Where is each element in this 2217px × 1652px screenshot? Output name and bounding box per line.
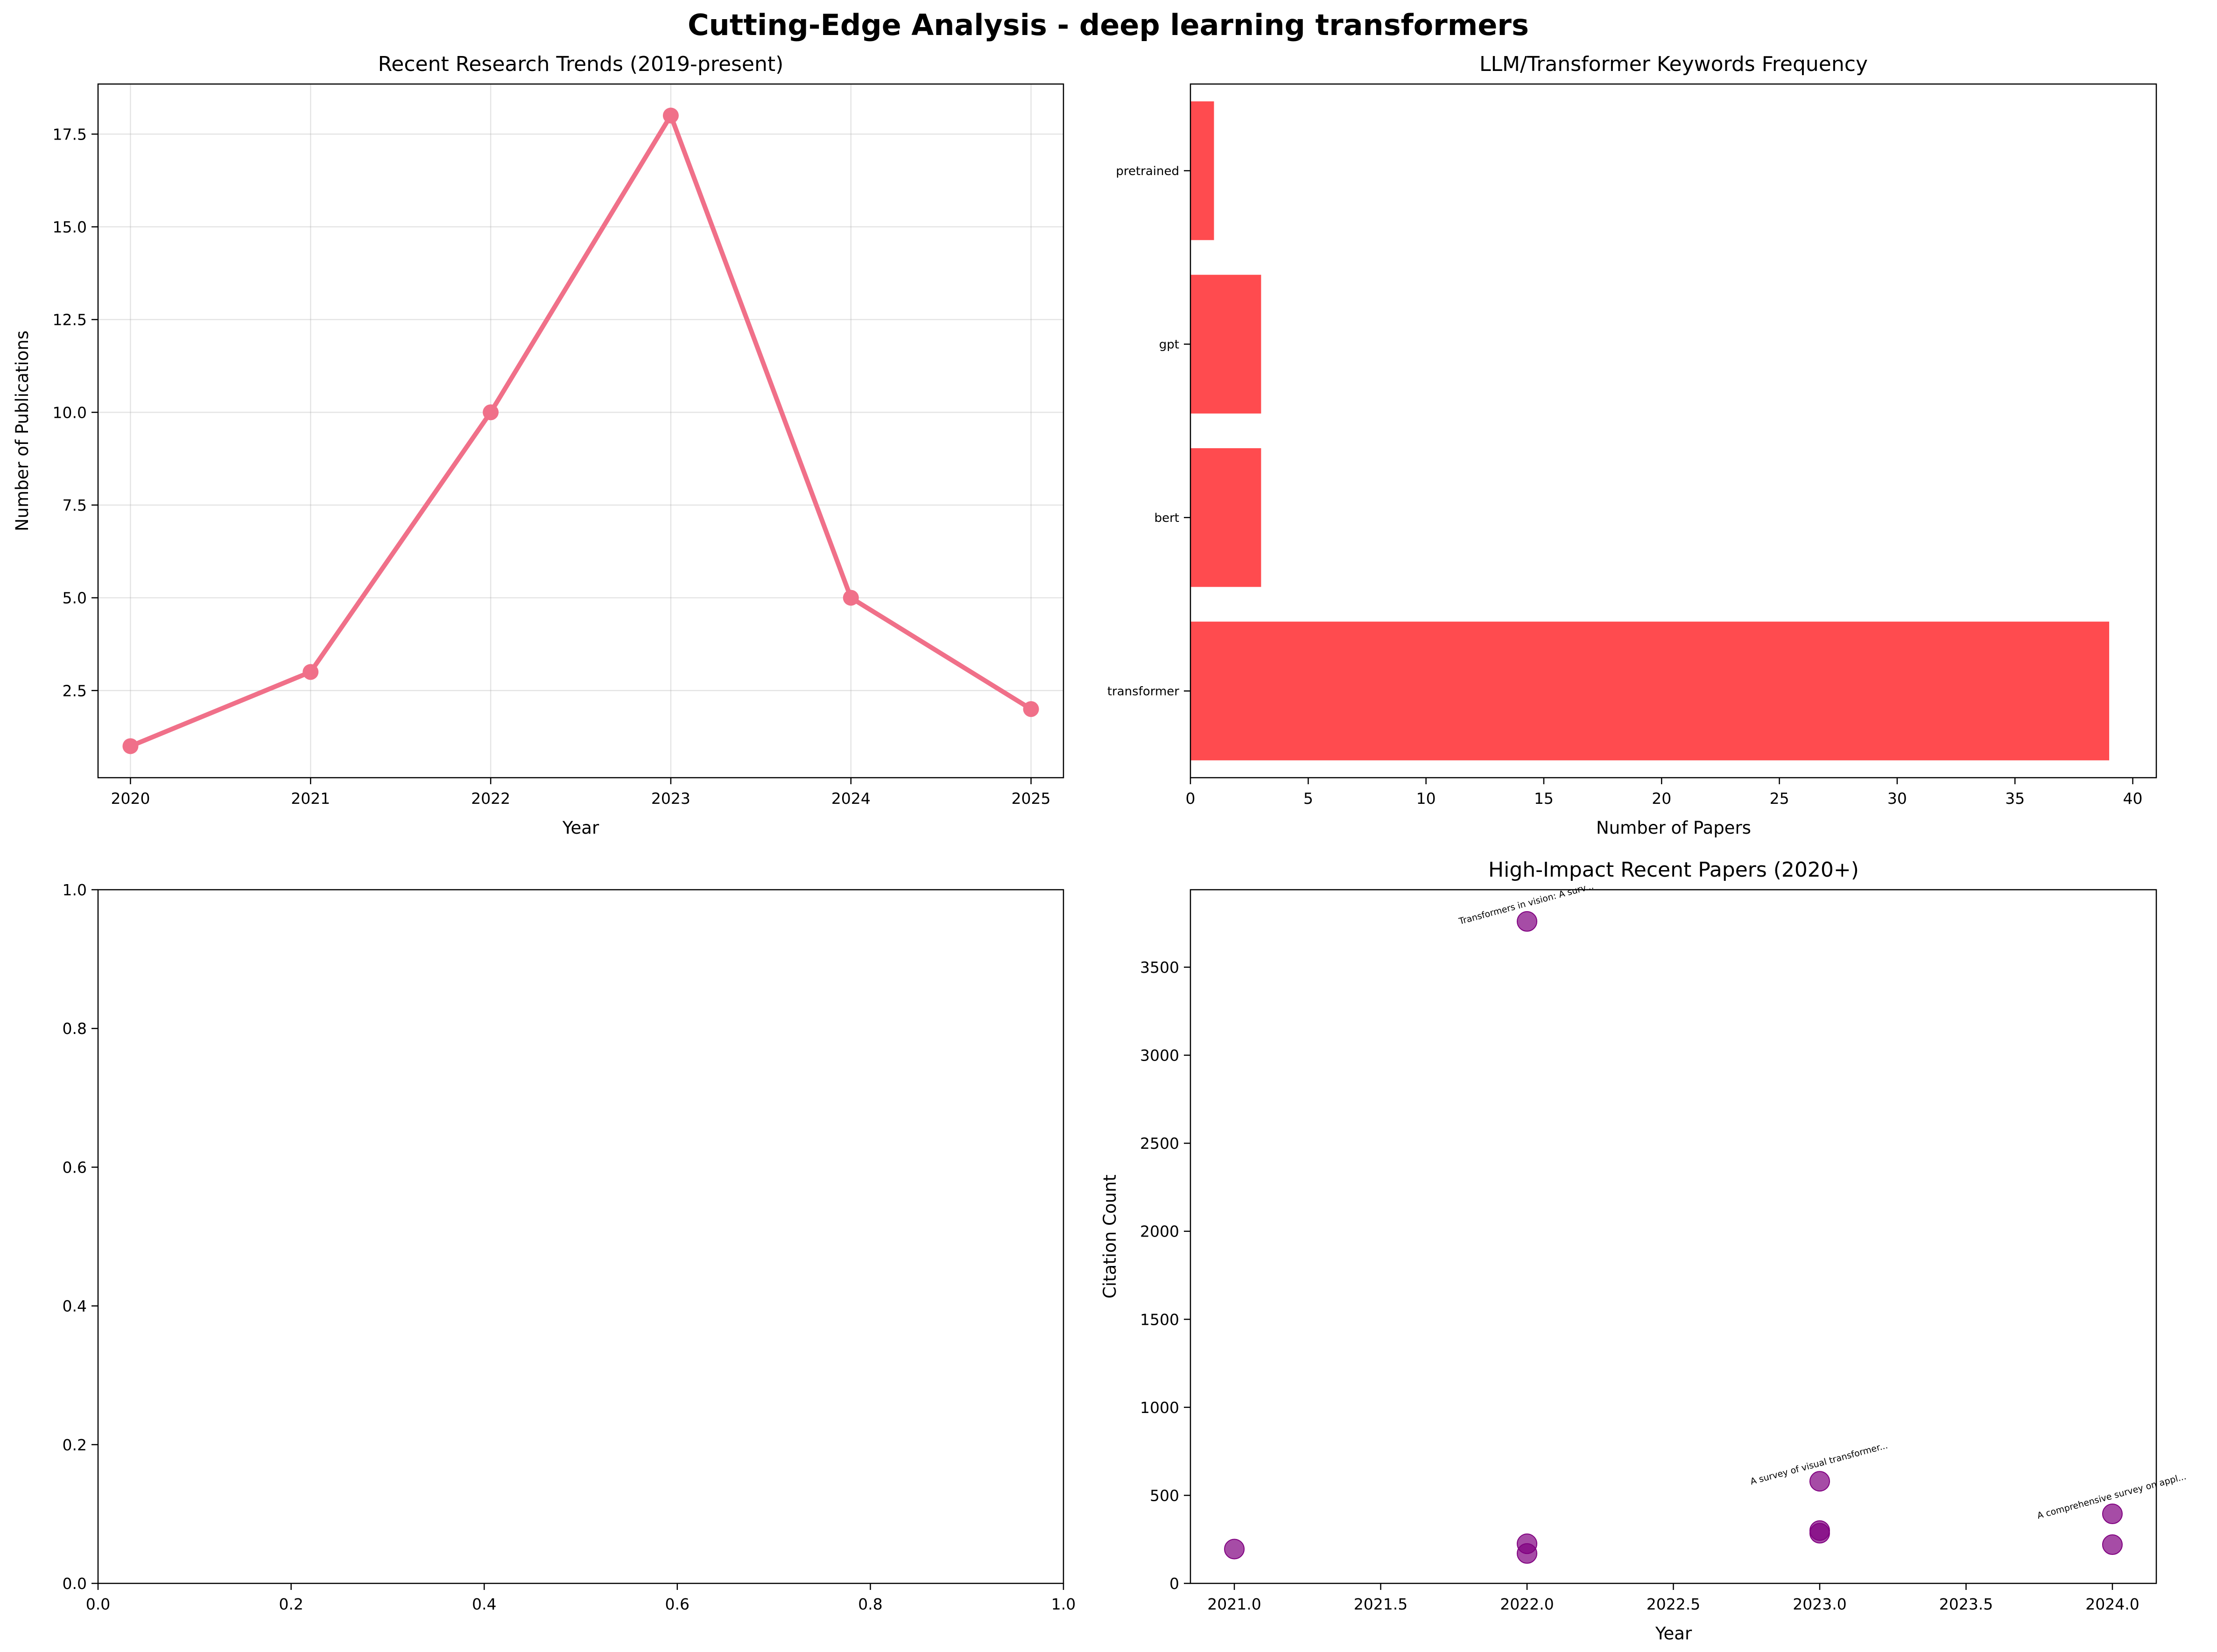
axis-ticks: 0.0 0.2 0.4 0.6 0.8 1.0 0.0 0.2 0.4 0.6 0.8 1.0 <box>63 881 1076 1613</box>
x-tick-label: 20 <box>1652 789 1671 808</box>
panel-keyword-frequency: LLM/Transformer Keywords Frequency trans… <box>1107 52 2157 838</box>
x-tick-label: 2020 <box>111 789 150 808</box>
axes-frame <box>1189 889 2157 1584</box>
y-tick-label: 1.0 <box>63 881 87 899</box>
x-tick-label: 10 <box>1416 789 1436 808</box>
panel-high-impact-papers: High-Impact Recent Papers (2020+) Transf… <box>1100 858 2187 1644</box>
x-tick-label: 2025 <box>1012 789 1051 808</box>
grid <box>98 84 1063 778</box>
x-tick-label: 1.0 <box>1051 1595 1076 1613</box>
x-tick-label: 0.4 <box>472 1595 496 1613</box>
x-tick-label: 2021.0 <box>1207 1595 1261 1613</box>
x-tick-label: 40 <box>2123 789 2143 808</box>
category-label: transformer <box>1107 684 1179 698</box>
y-axis-label: Citation Count <box>1100 1174 1120 1299</box>
chart-title: LLM/Transformer Keywords Frequency <box>1479 52 1868 76</box>
data-point <box>1224 1539 1245 1560</box>
category-label: gpt <box>1159 337 1179 351</box>
x-axis-label: Year <box>562 818 599 838</box>
x-tick-label: 0 <box>1186 789 1196 808</box>
x-tick-label: 0.0 <box>86 1595 110 1613</box>
x-tick-label: 2023.5 <box>1939 1595 1993 1613</box>
y-tick-label: 0.2 <box>63 1436 87 1454</box>
y-tick-label: 1000 <box>1140 1399 1179 1417</box>
x-tick-label: 0.8 <box>858 1595 882 1613</box>
bar <box>1190 101 1214 240</box>
bar <box>1190 274 1261 414</box>
data-point <box>2102 1534 2123 1555</box>
y-tick-label: 2000 <box>1140 1223 1179 1241</box>
y-tick-label: 12.5 <box>53 311 87 329</box>
y-tick-label: 2500 <box>1140 1134 1179 1153</box>
x-axis-label: Year <box>1655 1624 1692 1644</box>
x-tick-label: 2021 <box>291 789 330 808</box>
y-tick-label: 0 <box>1169 1575 1179 1593</box>
axes-frame <box>97 83 1064 779</box>
x-tick-label: 30 <box>1887 789 1907 808</box>
y-tick-label: 500 <box>1150 1486 1179 1504</box>
panel-empty: 0.0 0.2 0.4 0.6 0.8 1.0 0.0 0.2 0.4 0.6 0.8 1.0 <box>63 881 1076 1613</box>
x-tick-label: 2022.0 <box>1500 1595 1554 1613</box>
x-tick-label: 2024.0 <box>2085 1595 2139 1613</box>
y-tick-label: 5.0 <box>63 589 87 607</box>
chart-title: Recent Research Trends (2019-present) <box>378 52 784 76</box>
x-tick-label: 0.6 <box>665 1595 690 1613</box>
data-point <box>483 404 499 421</box>
x-tick-label: 2021.5 <box>1354 1595 1408 1613</box>
data-point <box>662 107 679 124</box>
x-tick-label: 5 <box>1303 789 1313 808</box>
category-label: pretrained <box>1116 164 1179 178</box>
data-point <box>843 590 859 606</box>
axes-frame <box>97 889 1064 1584</box>
axis-ticks: 2020 2021 2022 2023 2024 2025 2.5 5.0 7.5 10.0 12.… <box>53 125 1051 808</box>
data-point <box>1517 1543 1538 1564</box>
chart-title: High-Impact Recent Papers (2020+) <box>1488 858 1859 882</box>
axis-ticks: 2021.0 2021.5 2022.0 2022.5 2023.0 2023.5 2024… <box>1140 958 2140 1613</box>
y-tick-label: 0.0 <box>63 1575 87 1593</box>
data-point <box>122 738 139 754</box>
x-tick-label: 2022 <box>471 789 510 808</box>
y-tick-label: 7.5 <box>63 496 87 514</box>
data-point <box>1517 911 1538 932</box>
y-tick-label: 2.5 <box>63 682 87 700</box>
plot-area <box>122 107 1039 754</box>
y-tick-label: 15.0 <box>53 218 87 236</box>
data-point <box>1809 1471 1830 1492</box>
x-tick-label: 35 <box>2005 789 2025 808</box>
y-tick-label: 0.6 <box>63 1158 87 1176</box>
axes-frame <box>1189 83 2157 779</box>
plot-area: Transformers in vision: A surv...A surve… <box>1224 881 2187 1564</box>
y-tick-label: 0.4 <box>63 1297 87 1315</box>
y-tick-label: 10.0 <box>53 403 87 422</box>
y-axis-label: Number of Publications <box>12 330 32 531</box>
category-label: bert <box>1154 511 1179 525</box>
series-line <box>129 113 1033 749</box>
data-point <box>1023 701 1039 717</box>
x-tick-label: 25 <box>1770 789 1789 808</box>
y-tick-label: 1500 <box>1140 1310 1179 1329</box>
y-tick-label: 0.8 <box>63 1019 87 1038</box>
x-tick-label: 2023 <box>651 789 690 808</box>
data-point <box>303 664 319 680</box>
x-tick-label: 0.2 <box>279 1595 303 1613</box>
y-tick-label: 3000 <box>1140 1047 1179 1065</box>
bar <box>1190 621 2110 760</box>
plot-area <box>1190 101 2110 760</box>
figure-title: Cutting-Edge Analysis - deep learning tr… <box>688 8 1529 42</box>
data-point <box>1809 1523 1830 1544</box>
y-tick-label: 3500 <box>1140 958 1179 977</box>
bar <box>1190 448 1261 587</box>
data-point <box>2102 1504 2123 1525</box>
y-tick-label: 17.5 <box>53 125 87 143</box>
x-tick-label: 2022.5 <box>1647 1595 1700 1613</box>
x-tick-label: 15 <box>1534 789 1554 808</box>
x-tick-label: 2024 <box>831 789 871 808</box>
x-axis-label: Number of Papers <box>1596 818 1751 838</box>
x-tick-label: 2023.0 <box>1793 1595 1846 1613</box>
panel-publication-trend: Recent Research Trends (2019-present) 20… <box>12 52 1064 838</box>
axis-ticks: transformer bert gpt pretrained 0 5 10 15 20 25 30… <box>1107 164 2143 808</box>
